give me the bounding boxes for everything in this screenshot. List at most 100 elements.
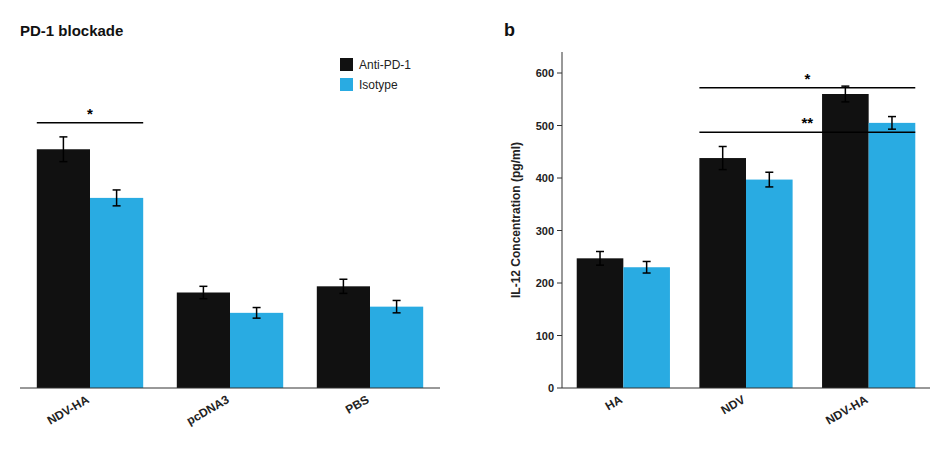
error-cap bbox=[339, 293, 347, 295]
bar bbox=[177, 293, 230, 388]
significance-label: * bbox=[804, 70, 810, 87]
x-axis bbox=[20, 388, 440, 389]
y-tick-label: 300 bbox=[536, 225, 554, 237]
bar bbox=[822, 94, 869, 388]
bars bbox=[577, 86, 916, 388]
error-line bbox=[722, 147, 724, 170]
error-bar bbox=[393, 300, 401, 312]
significance-line bbox=[699, 132, 915, 134]
error-bar bbox=[59, 137, 67, 162]
error-bar bbox=[643, 261, 651, 273]
panel-0: NDV-HA pcDNA3 PBS PD-1 blockade * Anti-PD-1 Is… bbox=[20, 22, 440, 428]
bar bbox=[37, 149, 90, 388]
error-line bbox=[116, 190, 118, 206]
panel-1: HA NDV NDV-HA 0 100 200 300 400 500 600 IL-12 Conc… bbox=[504, 20, 930, 428]
error-cap bbox=[841, 85, 849, 87]
legend: Anti-PD-1 Isotype bbox=[340, 58, 411, 92]
legend-label: Anti-PD-1 bbox=[359, 58, 411, 72]
y-tick bbox=[557, 73, 562, 74]
error-bar bbox=[596, 252, 604, 266]
bar bbox=[699, 158, 746, 388]
y-tick-label: 600 bbox=[536, 67, 554, 79]
error-cap bbox=[59, 161, 67, 163]
x-tick-label: PBS bbox=[343, 392, 371, 416]
error-cap bbox=[339, 278, 347, 280]
y-tick-label: 100 bbox=[536, 330, 554, 342]
error-cap bbox=[113, 205, 121, 207]
y-tick bbox=[557, 283, 562, 284]
error-cap bbox=[888, 116, 896, 118]
error-line bbox=[769, 172, 771, 187]
error-bar bbox=[765, 172, 773, 187]
bars bbox=[37, 137, 423, 388]
error-line bbox=[599, 252, 601, 266]
y-tick-label: 200 bbox=[536, 277, 554, 289]
y-tick-label: 0 bbox=[548, 382, 554, 394]
y-axis bbox=[562, 52, 563, 388]
legend-swatch bbox=[340, 58, 353, 71]
significance-line bbox=[37, 122, 143, 124]
error-bar bbox=[888, 117, 896, 130]
y-tick bbox=[557, 178, 562, 179]
error-cap bbox=[113, 189, 121, 191]
panel-label: b bbox=[504, 20, 515, 40]
y-tick bbox=[557, 388, 562, 389]
error-cap bbox=[719, 146, 727, 148]
error-cap bbox=[596, 264, 604, 266]
y-axis-label: IL-12 Concentration (pg/ml) bbox=[509, 142, 523, 298]
error-bar bbox=[841, 86, 849, 102]
legend-label: Isotype bbox=[359, 78, 398, 92]
error-line bbox=[891, 117, 893, 130]
bar bbox=[577, 258, 624, 388]
bar bbox=[869, 123, 916, 388]
error-cap bbox=[765, 186, 773, 188]
error-cap bbox=[841, 101, 849, 103]
bar bbox=[317, 286, 370, 388]
significance-line bbox=[699, 87, 915, 89]
error-cap bbox=[59, 136, 67, 138]
error-cap bbox=[393, 300, 401, 302]
error-cap bbox=[199, 286, 207, 288]
bar bbox=[623, 267, 670, 388]
title: PD-1 blockade bbox=[20, 22, 123, 39]
error-bar bbox=[253, 308, 261, 319]
error-cap bbox=[596, 251, 604, 253]
error-line bbox=[256, 308, 258, 319]
error-line bbox=[646, 261, 648, 273]
error-cap bbox=[253, 317, 261, 319]
significance-label: * bbox=[87, 105, 93, 122]
error-bar bbox=[339, 279, 347, 293]
y-tick-label: 500 bbox=[536, 120, 554, 132]
y-tick bbox=[557, 335, 562, 336]
error-line bbox=[63, 137, 65, 162]
bar bbox=[90, 198, 143, 388]
error-cap bbox=[719, 169, 727, 171]
x-tick-label: NDV bbox=[719, 392, 748, 417]
significance-label: ** bbox=[801, 114, 813, 131]
error-line bbox=[396, 300, 398, 312]
error-line bbox=[203, 286, 205, 298]
bar bbox=[370, 307, 423, 388]
error-cap bbox=[643, 261, 651, 263]
x-axis bbox=[562, 388, 930, 389]
chart-root: NDV-HA pcDNA3 PBS PD-1 blockade * Anti-PD-1 Is… bbox=[0, 0, 948, 474]
x-tick-label: NDV-HA bbox=[45, 392, 92, 427]
y-tick bbox=[557, 125, 562, 126]
error-line bbox=[343, 279, 345, 293]
legend-swatch bbox=[340, 78, 353, 91]
bar bbox=[230, 313, 283, 388]
x-tick-label: HA bbox=[603, 392, 625, 413]
error-cap bbox=[253, 307, 261, 309]
error-bar bbox=[113, 190, 121, 206]
x-tick-label: pcDNA3 bbox=[184, 392, 232, 428]
bar bbox=[746, 180, 793, 388]
error-line bbox=[845, 86, 847, 102]
error-cap bbox=[393, 312, 401, 314]
error-bar bbox=[199, 286, 207, 298]
error-cap bbox=[643, 272, 651, 274]
y-tick-label: 400 bbox=[536, 172, 554, 184]
error-cap bbox=[765, 171, 773, 173]
y-tick bbox=[557, 230, 562, 231]
x-tick-label: NDV-HA bbox=[823, 392, 870, 427]
error-bar bbox=[719, 147, 727, 170]
